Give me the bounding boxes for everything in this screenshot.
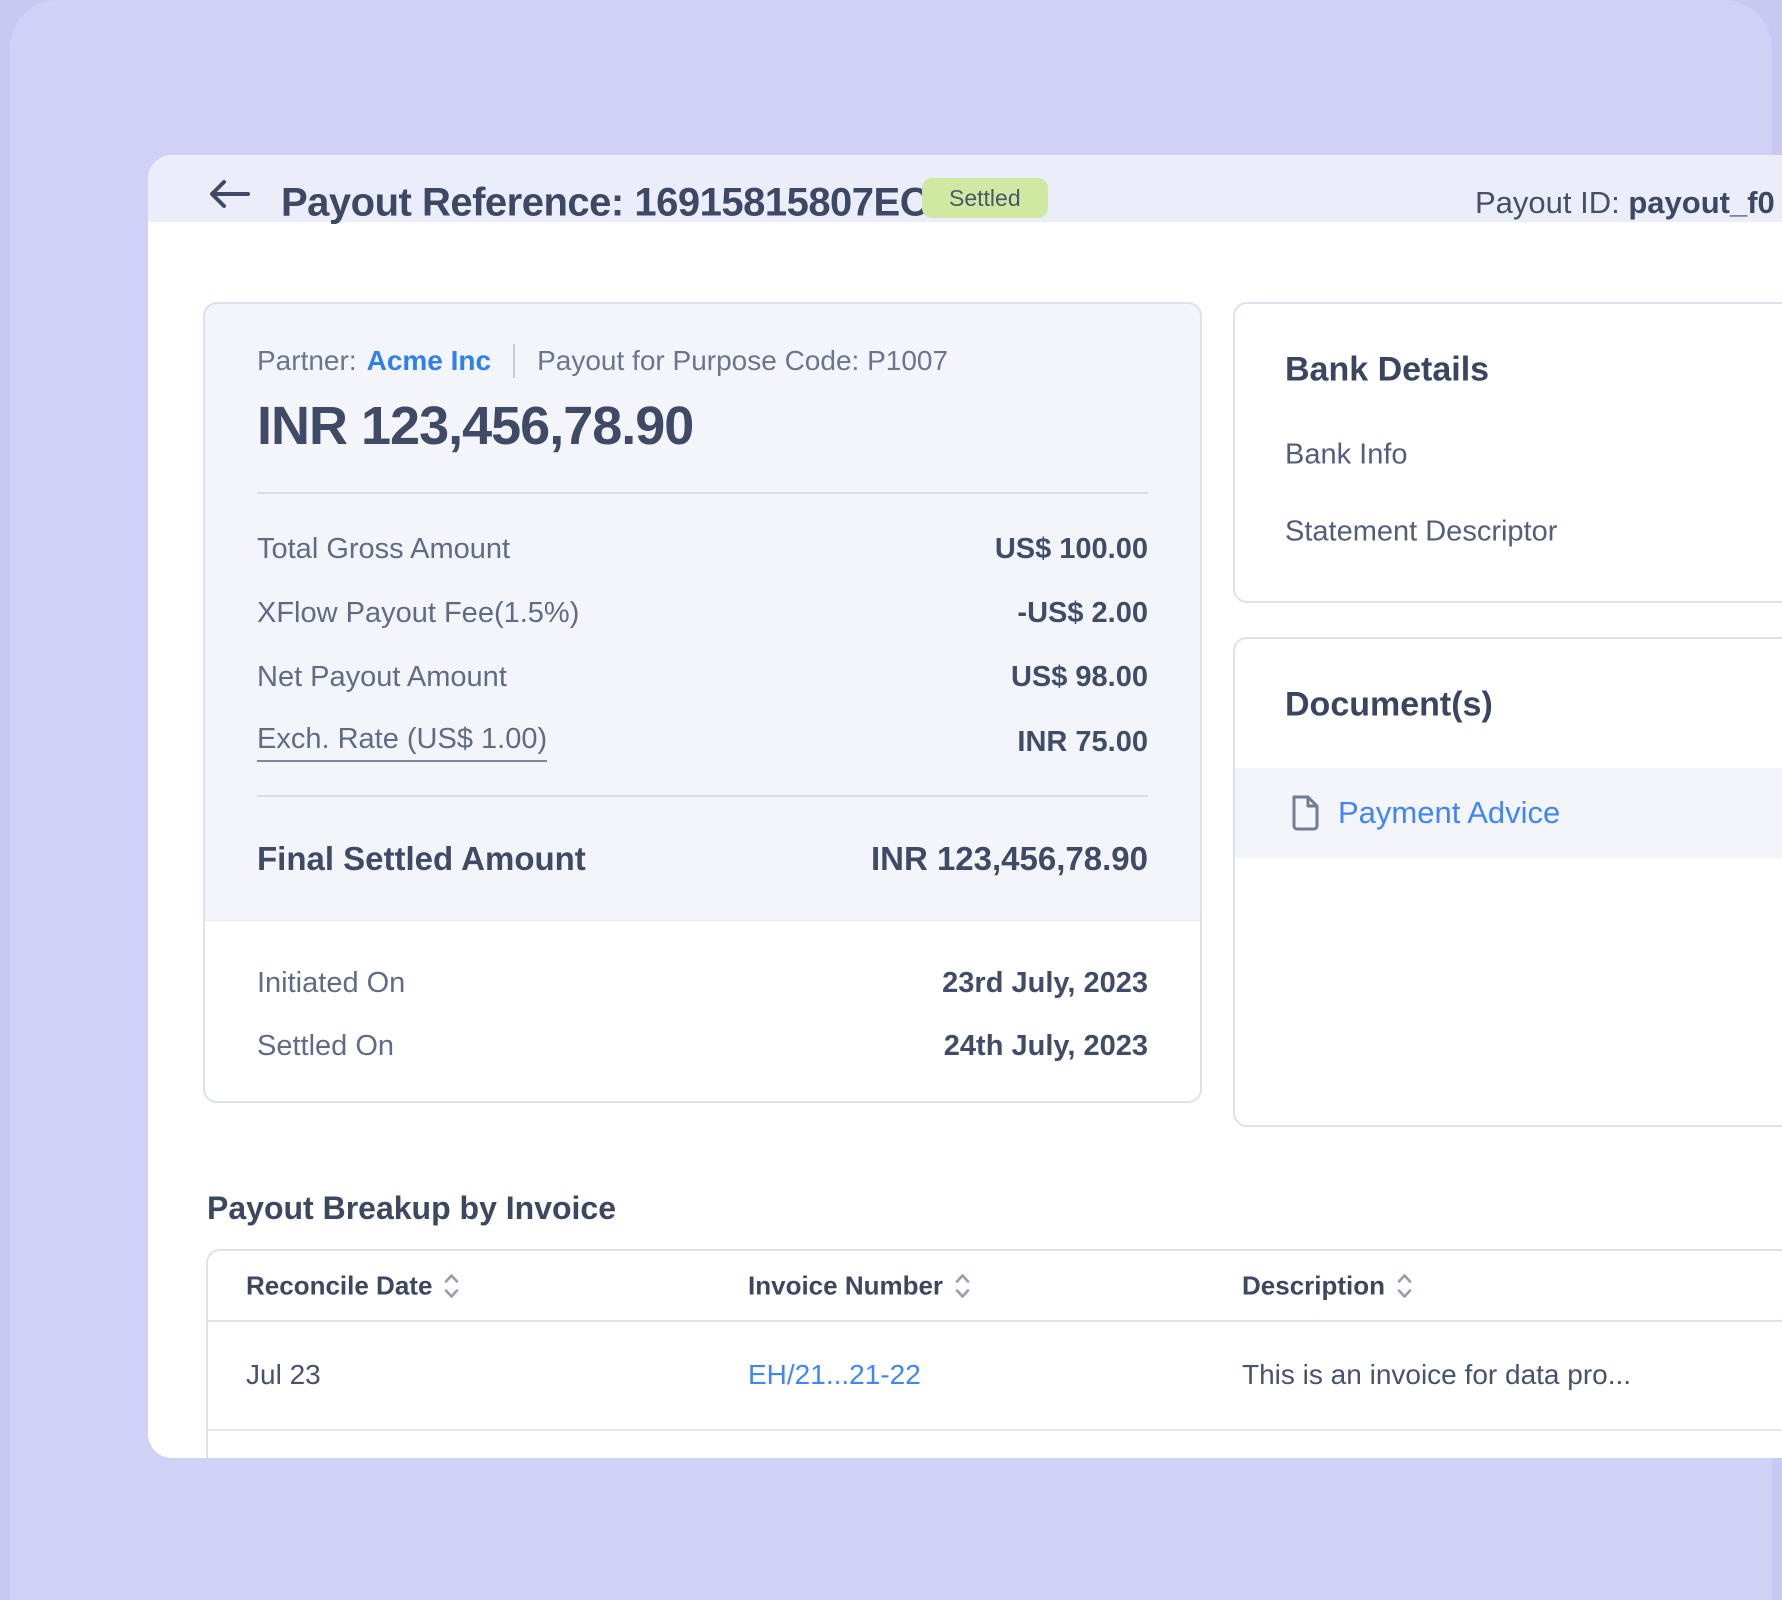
amount-row-value: INR 75.00 [1017,725,1148,758]
separator [513,344,516,378]
sort-icon [444,1272,459,1299]
cell-description: This is an invoice for data pro... [1242,1358,1632,1390]
page-title: Payout Reference: 16915815807EOZ01 [281,180,998,225]
divider [257,795,1148,797]
partner-link[interactable]: Acme Inc [366,345,492,376]
documents-title: Document(s) [1285,685,1493,724]
date-row-label: Initiated On [257,966,406,999]
sort-icon [1397,1272,1412,1299]
header-bar: Payout Reference: 16915815807EOZ01 Settl… [148,155,1782,225]
column-header-label: Reconcile Date [246,1270,433,1300]
divider [257,492,1148,494]
payment-advice-link[interactable]: Payment Advice [1338,795,1561,830]
cell-invoice-number-link[interactable]: EH/21...21-22 [748,1358,921,1390]
exchange-rate-link[interactable]: Exch. Rate (US$ 1.00) [257,723,548,762]
settled-amount-headline: INR 123,456,78.90 [257,396,694,456]
documents-card: Document(s) Payment Advice [1233,637,1782,1127]
payout-id-value: payout_f0 [1628,185,1775,220]
bank-details-card: Bank Details Bank Info Statement Descrip… [1233,302,1782,603]
column-header-reconcile-date[interactable]: Reconcile Date [246,1270,459,1301]
dates-section: Initiated On 23rd July, 2023 Settled On … [205,920,1200,1101]
column-header-label: Invoice Number [748,1270,944,1300]
sort-icon [955,1272,970,1299]
amount-row-label: XFlow Payout Fee(1.5%) [257,596,580,629]
bank-info-item: Bank Info [1285,438,1408,471]
purpose-code-text: Payout for Purpose Code: P1007 [537,345,949,376]
table-header-row: Reconcile Date Invoice Number [208,1251,1782,1322]
back-button[interactable] [208,179,252,209]
arrow-left-icon [208,179,252,209]
date-row-value: 24th July, 2023 [943,1029,1148,1062]
cell-reconcile-date: Jul 23 [246,1358,321,1390]
column-header-description[interactable]: Description [1242,1270,1412,1301]
payout-summary-card: Partner: Acme Inc Payout for Purpose Cod… [203,302,1202,1103]
date-row-value: 23rd July, 2023 [942,966,1148,999]
amount-row-label: Net Payout Amount [257,660,507,693]
column-header-label: Description [1242,1270,1386,1300]
payout-id: Payout ID: payout_f0 [1475,185,1775,221]
statement-descriptor-item: Statement Descriptor [1285,515,1558,548]
final-settled-value: INR 123,456,78.90 [870,840,1148,877]
payout-id-label: Payout ID: [1475,185,1629,220]
column-header-invoice-number[interactable]: Invoice Number [748,1270,970,1301]
date-row-label: Settled On [257,1029,395,1062]
amount-row-value: US$ 100.00 [994,532,1148,565]
final-settled-label: Final Settled Amount [257,840,586,877]
payment-advice-row[interactable]: Payment Advice [1235,768,1782,858]
document-icon [1290,795,1320,831]
table-row: Jul 23 EH/21...21-22 This is an invoice … [208,1320,1782,1431]
payout-detail-window: Payout Reference: 16915815807EOZ01 Settl… [148,155,1782,1458]
amount-row-value: US$ 98.00 [1010,660,1148,693]
invoice-breakup-table: Reconcile Date Invoice Number [206,1249,1782,1458]
amount-row-label: Total Gross Amount [257,532,511,565]
bank-details-title: Bank Details [1285,350,1490,389]
breakup-title: Payout Breakup by Invoice [207,1190,617,1226]
amount-row-value: -US$ 2.00 [1017,596,1148,629]
status-badge: Settled [922,178,1048,218]
partner-row: Partner: Acme Inc Payout for Purpose Cod… [257,344,948,378]
partner-label: Partner: [257,345,357,376]
